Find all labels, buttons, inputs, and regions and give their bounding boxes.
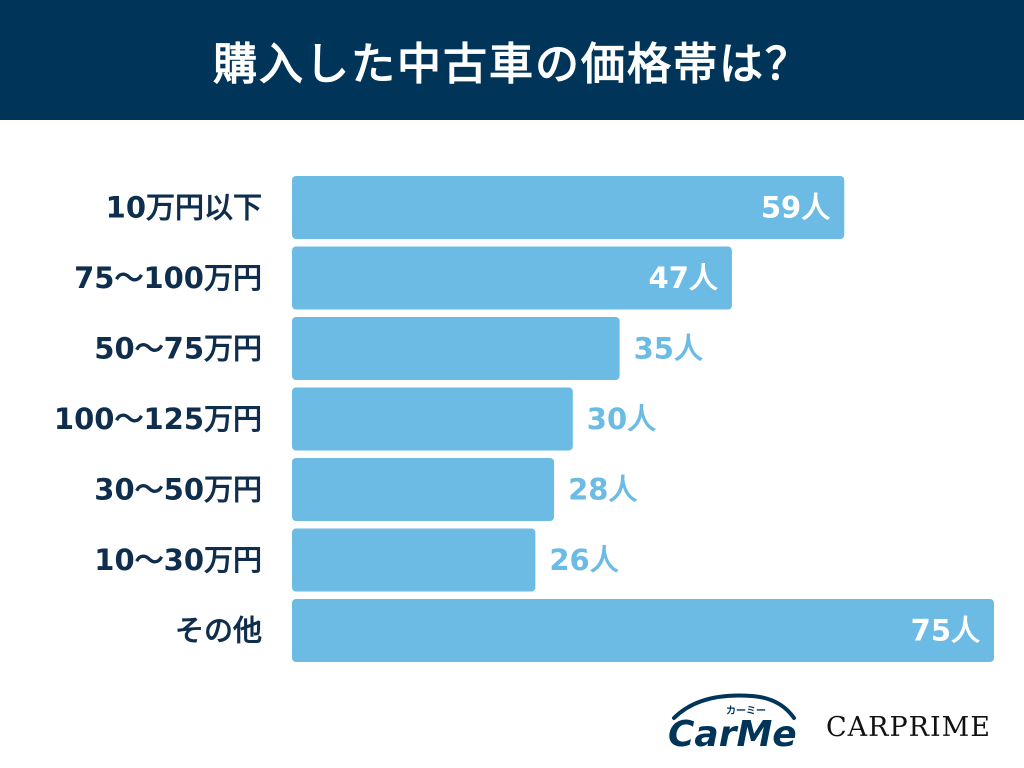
carme-logo-text: CarMe bbox=[668, 714, 797, 755]
chart-title: 購入した中古車の価格帯は？ bbox=[213, 39, 811, 90]
value-label: 75人 bbox=[911, 614, 980, 648]
value-label: 28人 bbox=[568, 473, 637, 507]
bar bbox=[292, 176, 845, 239]
category-label: 30〜50万円 bbox=[94, 473, 262, 507]
carme-logo-sub: カーミー bbox=[726, 705, 766, 717]
category-label: 10万円以下 bbox=[106, 191, 262, 225]
category-label: その他 bbox=[175, 614, 262, 648]
value-label: 26人 bbox=[549, 543, 618, 577]
header-banner: 購入した中古車の価格帯は？ bbox=[0, 0, 1024, 120]
bar bbox=[292, 599, 994, 662]
value-label: 47人 bbox=[649, 261, 718, 295]
category-label: 75〜100万円 bbox=[74, 261, 262, 295]
bar-chart: 10万円以下 59人 75〜100万円 47人 50〜75万円 35人 100〜125万円 3… bbox=[54, 176, 994, 662]
carprime-logo-text: CARPRIME bbox=[826, 712, 991, 743]
bar bbox=[292, 458, 555, 521]
logos: カーミー CarMe CARPRIME bbox=[668, 693, 991, 755]
category-label: 10〜30万円 bbox=[94, 543, 262, 577]
bar bbox=[292, 387, 573, 451]
category-label: 50〜75万円 bbox=[94, 332, 262, 366]
value-label: 30人 bbox=[587, 402, 656, 436]
value-label: 59人 bbox=[761, 191, 830, 225]
bar bbox=[292, 246, 732, 310]
value-label: 35人 bbox=[634, 332, 703, 366]
category-label: 100〜125万円 bbox=[54, 402, 262, 436]
bar bbox=[292, 528, 536, 592]
carme-logo: カーミー CarMe bbox=[668, 693, 797, 755]
bar bbox=[292, 317, 620, 380]
